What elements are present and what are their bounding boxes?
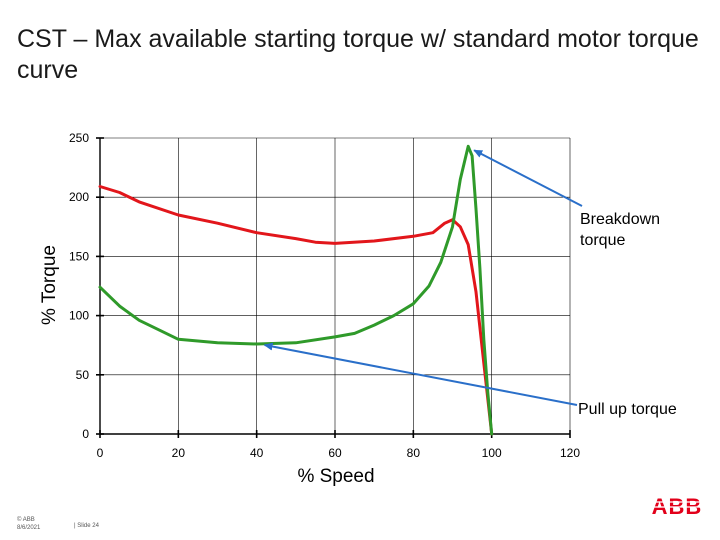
y-tick-label: 100 <box>69 309 89 323</box>
y-tick-label: 50 <box>76 368 90 382</box>
footer-meta: © ABB 8/6/2021 <box>17 516 40 532</box>
breakdown-label: torque <box>580 232 625 249</box>
axes <box>96 137 571 438</box>
footer-date: 8/6/2021 <box>17 525 41 531</box>
x-tick-label: 60 <box>328 446 342 460</box>
x-tick-label: 0 <box>97 446 104 460</box>
breakdown-arrow <box>473 149 583 207</box>
pullup-arrow <box>263 342 578 406</box>
x-tick-label: 20 <box>172 446 186 460</box>
y-axis-label: % Torque <box>39 245 60 325</box>
y-tick-label: 250 <box>69 131 89 145</box>
y-tick-label: 150 <box>69 249 89 263</box>
x-axis-label: % Speed <box>297 466 374 487</box>
footer-copyright: © ABB <box>17 517 35 523</box>
y-tick-label: 200 <box>69 190 89 204</box>
breakdown-label: Breakdown <box>580 211 660 228</box>
y-tick-labels: 0 50 100 150 200 250 <box>69 131 89 441</box>
y-tick-label: 0 <box>82 427 89 441</box>
x-tick-labels: 0 20 40 60 80 100 120 <box>97 446 581 460</box>
abb-logo-icon: ABB <box>650 494 704 519</box>
abb-logo: ABB <box>650 494 704 522</box>
annotations: Breakdown torque Pull up torque <box>263 149 677 418</box>
data-series <box>98 144 494 436</box>
x-tick-label: 40 <box>250 446 264 460</box>
svg-text:ABB: ABB <box>652 495 703 517</box>
slide-title: CST – Max available starting torque w/ s… <box>17 25 699 84</box>
series-line-2 <box>98 144 494 436</box>
pullup-label: Pull up torque <box>578 401 677 418</box>
x-tick-label: 100 <box>482 446 502 460</box>
footer-slide-number: | Slide 24 <box>74 523 99 529</box>
grid-lines <box>100 137 571 434</box>
x-tick-label: 120 <box>560 446 580 460</box>
series-line-1 <box>98 185 494 436</box>
x-tick-label: 80 <box>407 446 421 460</box>
